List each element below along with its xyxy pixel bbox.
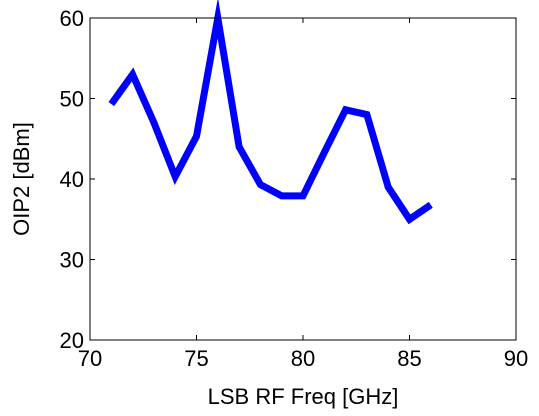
x-tick-labels: 70 75 80 85 90 (78, 346, 528, 371)
series-line (108, 0, 433, 225)
data-series (108, 0, 433, 225)
y-tick-label: 30 (60, 248, 84, 273)
x-axis-label: LSB RF Freq [GHz] (208, 384, 399, 409)
plot-area-background (90, 18, 516, 340)
y-tick-label: 40 (60, 167, 84, 192)
x-tick-label: 70 (78, 346, 102, 371)
y-tick-label: 20 (60, 328, 84, 353)
x-tick-label: 75 (184, 346, 208, 371)
x-tick-label: 85 (397, 346, 421, 371)
x-tick-label: 90 (504, 346, 528, 371)
x-tick-label: 80 (291, 346, 315, 371)
plot-frame (89, 17, 517, 341)
y-tick-label: 50 (60, 87, 84, 112)
y-axis-label: OIP2 [dBm] (9, 122, 34, 236)
y-tick-labels: 20 30 40 50 60 (60, 6, 84, 353)
y-tick-label: 60 (60, 6, 84, 31)
